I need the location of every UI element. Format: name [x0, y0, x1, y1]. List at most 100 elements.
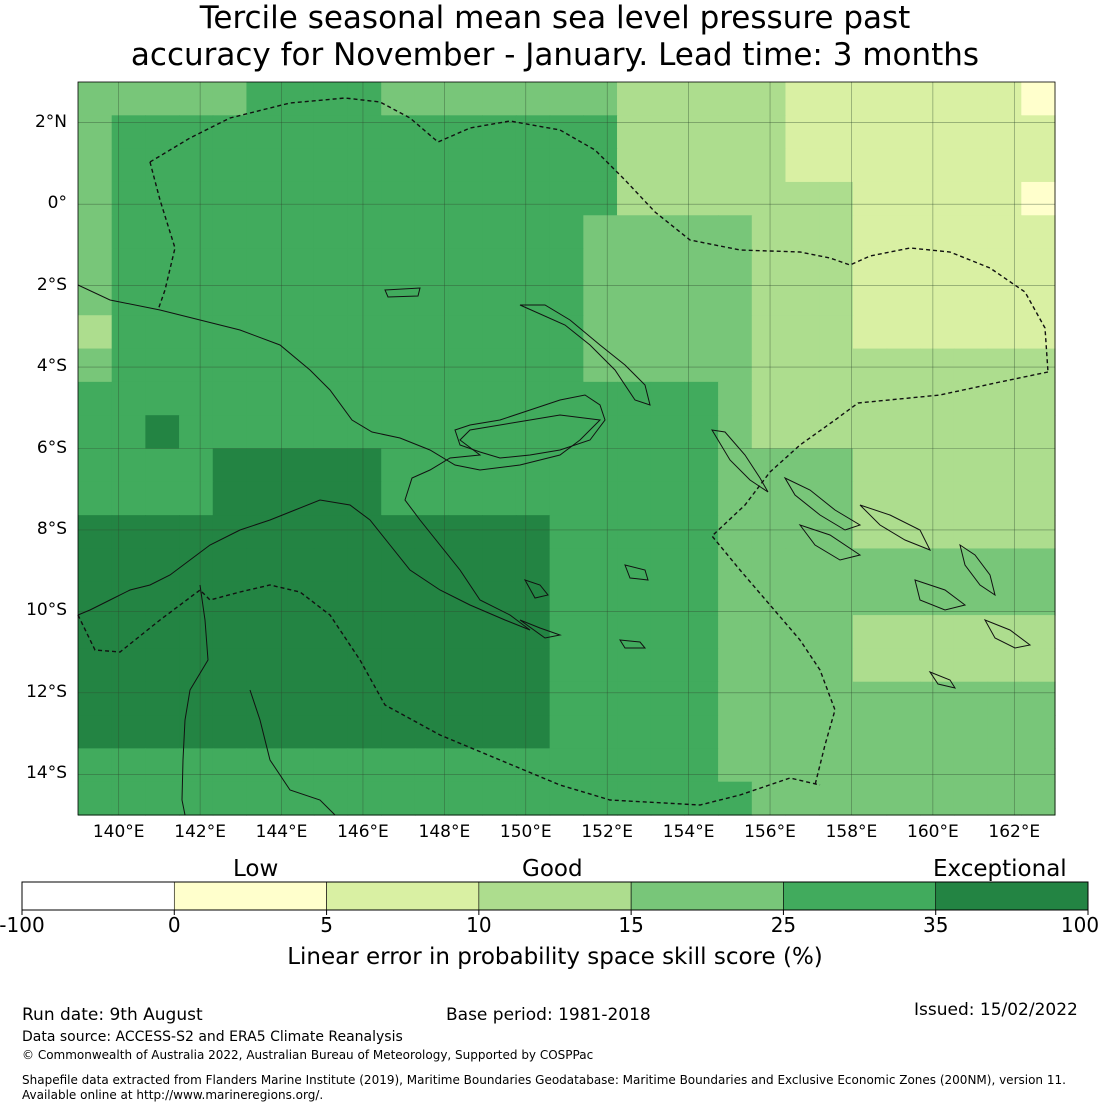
skill-cell	[347, 781, 382, 816]
skill-cell	[852, 381, 888, 416]
skill-cell	[583, 648, 618, 683]
skill-cell	[583, 281, 618, 316]
skill-cell	[515, 181, 551, 216]
skill-cell	[212, 281, 248, 316]
skill-cell	[718, 381, 753, 416]
skill-cell	[785, 148, 820, 183]
skill-cell	[515, 148, 551, 183]
skill-cell	[179, 681, 214, 716]
skill-cell	[650, 381, 686, 416]
skill-cell	[751, 715, 787, 749]
skill-cell	[1021, 648, 1056, 683]
skill-cell	[145, 248, 180, 283]
skill-cell	[347, 481, 382, 516]
skill-cell	[212, 315, 248, 350]
skill-cell	[617, 748, 652, 783]
skill-cell	[886, 215, 921, 250]
skill-cell	[987, 248, 1022, 283]
skill-cell	[313, 781, 349, 816]
skill-cell	[751, 648, 787, 683]
skill-cell	[381, 615, 416, 650]
skill-cell	[684, 248, 719, 283]
skill-cell	[111, 748, 146, 783]
data-source: Data source: ACCESS-S2 and ERA5 Climate …	[22, 1029, 403, 1045]
skill-cell	[718, 581, 753, 616]
skill-cell	[684, 148, 719, 183]
skill-cell	[482, 715, 517, 749]
skill-cell	[583, 181, 618, 216]
shapefile-credit-1: Shapefile data extracted from Flanders M…	[22, 1073, 1066, 1087]
lon-tick-label: 146°E	[337, 822, 389, 842]
skill-cell	[751, 515, 787, 550]
skill-cell	[212, 615, 248, 650]
skill-cell	[650, 415, 686, 450]
skill-cell	[549, 648, 584, 683]
skill-cell	[145, 781, 180, 816]
skill-cell	[583, 115, 618, 150]
skill-cell	[448, 515, 483, 550]
skill-cell	[617, 281, 652, 316]
skill-cell	[819, 115, 854, 150]
skill-cell	[650, 115, 686, 150]
skill-cell	[583, 581, 618, 616]
skill-cell	[852, 615, 888, 650]
skill-cell	[650, 215, 686, 250]
skill-cell	[987, 648, 1022, 683]
skill-cell	[785, 281, 820, 316]
skill-cell	[145, 681, 180, 716]
skill-cell	[347, 315, 382, 350]
skill-cell	[212, 648, 248, 683]
skill-cell	[852, 348, 888, 383]
skill-cell	[819, 415, 854, 450]
skill-cell	[549, 148, 584, 183]
skill-cell	[953, 315, 989, 350]
skill-cell	[212, 248, 248, 283]
skill-cell	[448, 148, 483, 183]
skill-cell	[515, 248, 551, 283]
skill-cell	[482, 248, 517, 283]
skill-cell	[549, 348, 584, 383]
skill-cell	[920, 548, 955, 583]
skill-cell	[414, 448, 450, 483]
skill-cell	[583, 681, 618, 716]
skill-cell	[987, 448, 1022, 483]
skill-cell	[650, 715, 686, 749]
coastline	[454, 394, 606, 459]
skill-cell	[718, 115, 753, 150]
skill-cell	[617, 115, 652, 150]
skill-cell	[1021, 248, 1056, 283]
skill-cell	[785, 715, 820, 749]
skill-cell	[852, 448, 888, 483]
skill-cell	[246, 515, 281, 550]
lon-tick-label: 140°E	[92, 822, 145, 842]
colorbar-tick-label: 15	[618, 913, 644, 937]
skill-cell	[280, 515, 315, 550]
skill-cell	[549, 748, 584, 783]
skill-cell	[953, 515, 989, 550]
skill-cell	[246, 548, 281, 583]
skill-cell	[953, 615, 989, 650]
title-line-2: accuracy for November - January. Lead ti…	[130, 37, 980, 73]
skill-cell	[920, 115, 955, 150]
skill-cell	[549, 215, 584, 250]
skill-cell	[414, 248, 450, 283]
skill-cell	[987, 715, 1022, 749]
skill-cell	[111, 215, 146, 250]
skill-cell	[246, 715, 281, 749]
skill-cell	[246, 415, 281, 450]
skill-cell	[381, 781, 416, 816]
base-period: Base period: 1981-2018	[446, 1005, 651, 1025]
lon-tick-label: 154°E	[662, 822, 715, 842]
skill-cell	[920, 281, 955, 316]
skill-cell	[111, 248, 146, 283]
skill-cell	[482, 82, 517, 116]
skill-cell	[819, 481, 854, 516]
issued-date: Issued: 15/02/2022	[914, 1000, 1078, 1020]
lon-tick-label: 162°E	[988, 822, 1041, 842]
lon-tick-label: 160°E	[907, 822, 959, 842]
skill-cell	[246, 248, 281, 283]
lon-tick-label: 152°E	[581, 822, 634, 842]
skill-cell	[549, 281, 584, 316]
skill-cell	[78, 615, 113, 650]
skill-cell	[1021, 82, 1056, 116]
